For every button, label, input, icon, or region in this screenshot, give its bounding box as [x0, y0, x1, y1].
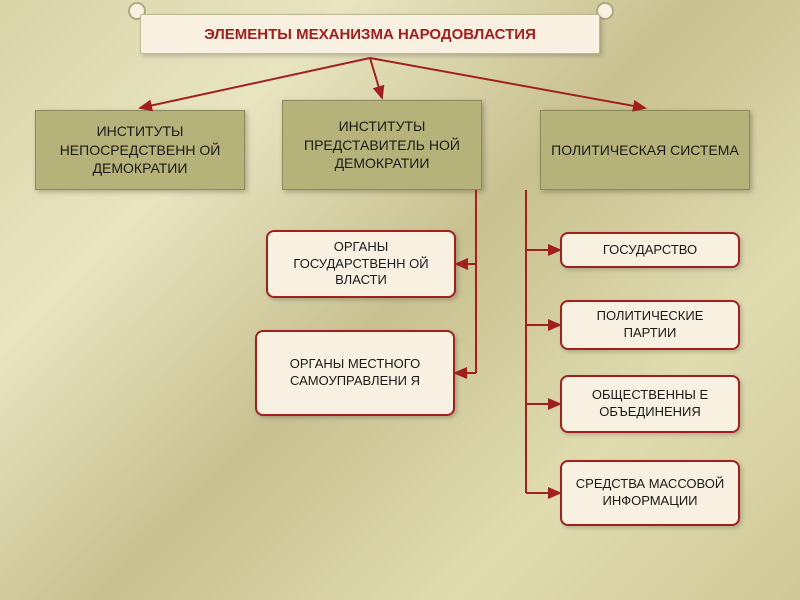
main-box-political-system: ПОЛИТИЧЕСКАЯ СИСТЕМА: [540, 110, 750, 190]
sub-box-state-power: ОРГАНЫ ГОСУДАРСТВЕНН ОЙ ВЛАСТИ: [266, 230, 456, 298]
sub-box-label: ОРГАНЫ ГОСУДАРСТВЕНН ОЙ ВЛАСТИ: [276, 239, 446, 290]
sub-box-mass-media: СРЕДСТВА МАССОВОЙ ИНФОРМАЦИИ: [560, 460, 740, 526]
sub-box-label: ПОЛИТИЧЕСКИЕ ПАРТИИ: [570, 308, 730, 342]
main-box-label: ИНСТИТУТЫ ПРЕДСТАВИТЕЛЬ НОЙ ДЕМОКРАТИИ: [293, 117, 471, 174]
sub-box-label: СРЕДСТВА МАССОВОЙ ИНФОРМАЦИИ: [570, 476, 730, 510]
sub-box-state: ГОСУДАРСТВО: [560, 232, 740, 268]
main-box-direct-democracy: ИНСТИТУТЫ НЕПОСРЕДСТВЕНН ОЙ ДЕМОКРАТИИ: [35, 110, 245, 190]
connector-line: [370, 58, 382, 98]
diagram-title: ЭЛЕМЕНТЫ МЕХАНИЗМА НАРОДОВЛАСТИЯ: [140, 14, 600, 54]
sub-box-local-government: ОРГАНЫ МЕСТНОГО САМОУПРАВЛЕНИ Я: [255, 330, 455, 416]
sub-box-parties: ПОЛИТИЧЕСКИЕ ПАРТИИ: [560, 300, 740, 350]
main-box-representative-democracy: ИНСТИТУТЫ ПРЕДСТАВИТЕЛЬ НОЙ ДЕМОКРАТИИ: [282, 100, 482, 190]
sub-box-associations: ОБЩЕСТВЕННЫ Е ОБЪЕДИНЕНИЯ: [560, 375, 740, 433]
main-box-label: ИНСТИТУТЫ НЕПОСРЕДСТВЕНН ОЙ ДЕМОКРАТИИ: [46, 122, 234, 179]
sub-box-label: ОБЩЕСТВЕННЫ Е ОБЪЕДИНЕНИЯ: [570, 387, 730, 421]
sub-box-label: ОРГАНЫ МЕСТНОГО САМОУПРАВЛЕНИ Я: [265, 356, 445, 390]
sub-box-label: ГОСУДАРСТВО: [603, 242, 697, 259]
main-box-label: ПОЛИТИЧЕСКАЯ СИСТЕМА: [551, 141, 739, 160]
title-text: ЭЛЕМЕНТЫ МЕХАНИЗМА НАРОДОВЛАСТИЯ: [204, 26, 536, 43]
